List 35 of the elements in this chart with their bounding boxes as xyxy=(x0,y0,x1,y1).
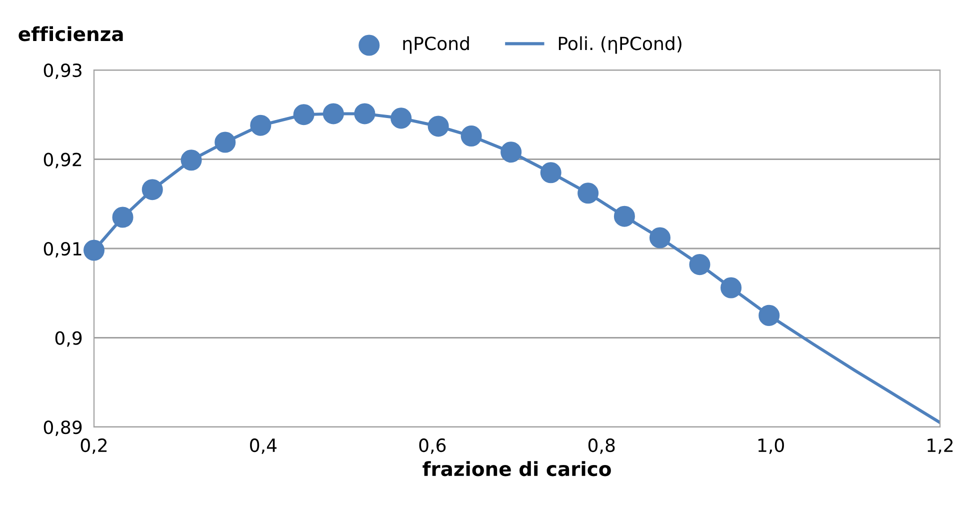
point xyxy=(689,254,710,276)
x-axis-title: frazione di carico xyxy=(422,461,611,476)
point xyxy=(354,103,376,124)
point xyxy=(720,277,742,298)
point xyxy=(180,150,202,171)
point xyxy=(322,103,344,124)
point xyxy=(112,206,134,228)
point xyxy=(649,227,670,248)
y-axis-title: efficienza xyxy=(18,26,123,42)
y-tick-label: 0,9 xyxy=(55,331,82,347)
point xyxy=(83,240,105,261)
x-tick-label: 0,2 xyxy=(80,438,107,454)
y-tick-label: 0,93 xyxy=(44,63,82,79)
legend-label: ηPCond xyxy=(403,36,469,54)
point xyxy=(758,304,780,326)
x-tick-label: 0,6 xyxy=(419,438,446,454)
point xyxy=(250,114,272,136)
x-tick-label: 0,4 xyxy=(250,438,277,454)
legend-label: Poli. (ηPCond) xyxy=(558,36,682,54)
point xyxy=(500,142,522,163)
x-tick-label: 1,2 xyxy=(928,438,953,454)
point xyxy=(428,116,449,137)
y-tick-label: 0,91 xyxy=(44,242,82,258)
point xyxy=(390,108,412,129)
point xyxy=(578,182,599,204)
x-tick-label: 1,0 xyxy=(758,438,784,454)
x-tick-label: 0,8 xyxy=(588,438,615,454)
point xyxy=(460,126,482,147)
y-tick-label: 0,92 xyxy=(44,152,82,168)
point xyxy=(540,162,562,184)
point xyxy=(293,104,314,126)
point xyxy=(142,179,163,200)
point xyxy=(214,132,236,153)
y-tick-label: 0,89 xyxy=(44,420,82,436)
point xyxy=(614,206,635,227)
